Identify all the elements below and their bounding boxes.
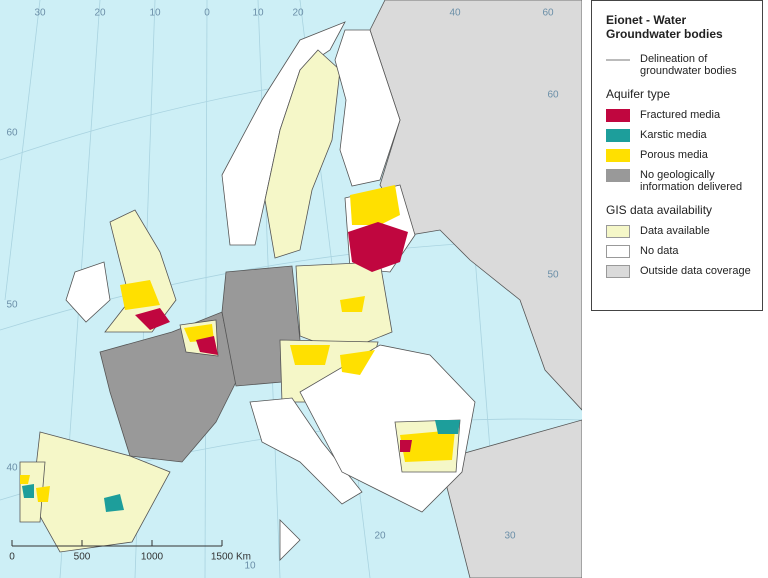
map-label: 1500	[211, 552, 234, 563]
legend-heading: GIS data availability	[606, 203, 713, 217]
map-label: 10	[252, 8, 264, 19]
legend-entry: Karstic media	[606, 129, 754, 142]
map: 30 20 10 0 10 20 40 60 60 50 40 60 50 10 20 30 0 500 1000 1…	[0, 0, 582, 578]
map-label: 500	[74, 552, 91, 563]
map-label: 20	[292, 8, 304, 19]
scale-bar	[11, 540, 223, 547]
legend-label: Karstic media	[640, 129, 707, 141]
legend-label: No geologically information delivered	[640, 169, 743, 193]
legend-label: Fractured media	[640, 109, 721, 121]
legend-swatch	[606, 129, 630, 142]
map-label: 10	[244, 561, 256, 572]
legend-swatch	[606, 149, 630, 162]
legend-label: No data	[640, 245, 679, 257]
legend-entry: Data available	[606, 225, 754, 238]
map-label: 20	[94, 8, 106, 19]
legend-title: Eionet - Water Groundwater bodies	[606, 13, 723, 41]
legend-swatch	[606, 225, 630, 238]
map-label: 60	[542, 8, 554, 19]
legend-entry: Delineation of groundwater bodies	[606, 53, 754, 77]
map-label: 0	[204, 8, 210, 19]
legend-heading: Aquifer type	[606, 87, 671, 101]
legend-swatch	[606, 109, 630, 122]
legend-label: Data available	[640, 225, 710, 237]
map-label: 60	[547, 90, 559, 101]
map-label: 30	[34, 8, 46, 19]
map-label: Km	[236, 552, 251, 563]
legend-entry: Outside data coverage	[606, 265, 754, 278]
map-label: 40	[6, 463, 18, 474]
map-label: 40	[449, 8, 461, 19]
legend-label: Delineation of groundwater bodies	[640, 53, 737, 77]
legend-swatch	[606, 265, 630, 278]
map-label: 60	[6, 128, 18, 139]
legend-swatch	[606, 169, 630, 182]
legend-label: Porous media	[640, 149, 708, 161]
legend-entry: No data	[606, 245, 754, 258]
map-label: 20	[374, 531, 386, 542]
map-label: 0	[9, 552, 15, 563]
legend-swatch	[606, 245, 630, 258]
legend-entry: Fractured media	[606, 109, 754, 122]
aquifers	[20, 185, 460, 512]
legend: Eionet - Water Groundwater bodies Deline…	[591, 0, 763, 311]
map-label: 50	[6, 300, 18, 311]
legend-entry: No geologically information delivered	[606, 169, 754, 193]
map-label: 1000	[141, 552, 164, 563]
legend-label: Outside data coverage	[640, 265, 751, 277]
map-label: 50	[547, 270, 559, 281]
legend-entry: Porous media	[606, 149, 754, 162]
map-label: 30	[504, 531, 516, 542]
map-label: 10	[149, 8, 161, 19]
